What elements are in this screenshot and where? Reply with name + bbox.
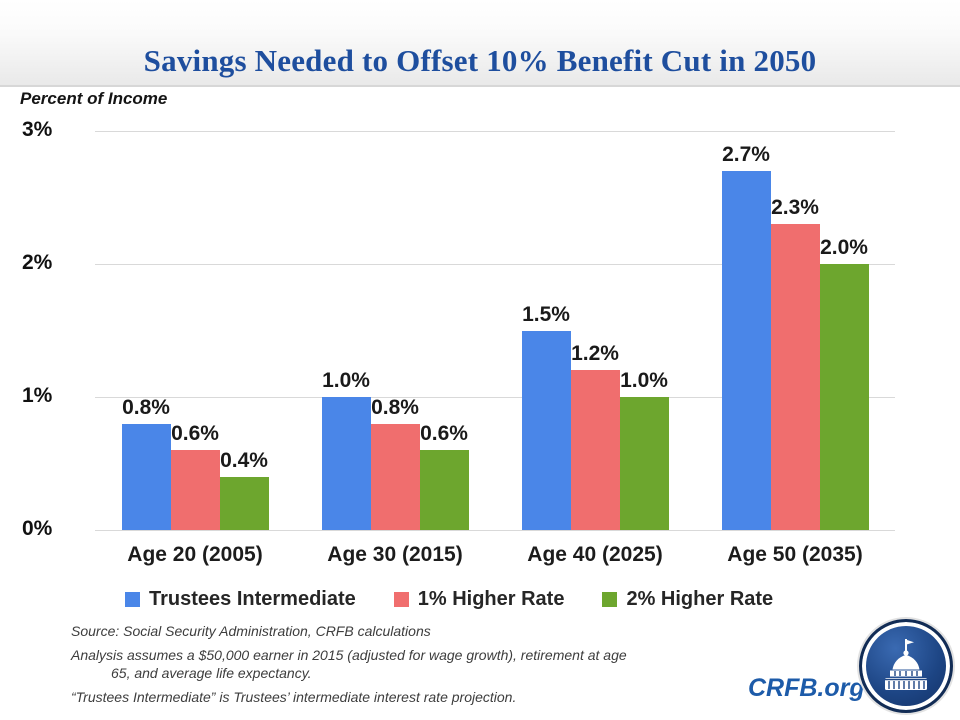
bar: 0.6% xyxy=(170,422,220,530)
legend-label: 1% Higher Rate xyxy=(417,588,565,610)
gridline xyxy=(95,131,895,132)
bar-value-label: 2.3% xyxy=(771,196,819,220)
x-axis-category-label: Age 20 (2005) xyxy=(127,543,263,566)
legend-item: 1% Higher Rate xyxy=(393,588,565,611)
bar-value-label: 0.8% xyxy=(371,395,419,419)
footnotes: Source: Social Security Administration, … xyxy=(71,622,649,712)
bar-group: 1.0% 0.8% 0.6% xyxy=(295,131,495,530)
gridline xyxy=(95,397,895,398)
y-axis-tick-label: 0% xyxy=(22,517,53,540)
x-axis-category-label: Age 50 (2035) xyxy=(727,543,863,566)
bar: 2.7% xyxy=(721,143,771,530)
legend-item: 2% Higher Rate xyxy=(602,588,773,611)
bar: 0.6% xyxy=(419,422,469,530)
capitol-building-icon xyxy=(859,619,953,713)
legend-color-swatch xyxy=(602,592,618,607)
bar-value-label: 1.0% xyxy=(322,369,370,392)
bar-value-label: 1.5% xyxy=(522,302,570,326)
bar-value-label: 2.0% xyxy=(820,236,868,259)
y-axis-title: Percent of Income xyxy=(20,89,168,108)
gridline xyxy=(95,264,895,265)
gridline xyxy=(95,530,895,531)
footnote: “Trustees Intermediate” is Trustees’ int… xyxy=(71,689,517,705)
legend-item: Trustees Intermediate xyxy=(125,588,356,611)
bar: 0.4% xyxy=(219,449,269,530)
legend-color-swatch xyxy=(393,592,409,607)
bar-group: 0.8% 0.6% 0.4% xyxy=(95,131,295,530)
bar: 0.8% xyxy=(121,396,171,530)
chart-legend: Trustees Intermediate 1% Higher Rate 2% Hi… xyxy=(125,588,773,611)
legend-label: 2% Higher Rate xyxy=(626,588,774,610)
bar-value-label: 1.2% xyxy=(571,342,619,366)
chart-title: Savings Needed to Offset 10% Benefit Cut… xyxy=(143,43,817,78)
bar: 1.5% xyxy=(521,303,571,530)
footnote: Analysis assumes a $50,000 earner in 201… xyxy=(71,647,627,681)
bar-value-label: 2.7% xyxy=(722,142,770,166)
crfb-wordmark: CRFB.org xyxy=(748,674,865,702)
bar-value-label: 1.0% xyxy=(620,369,668,392)
bar-value-label: 0.4% xyxy=(220,448,268,472)
bar-value-label: 0.6% xyxy=(171,422,219,446)
x-axis-category-label: Age 30 (2015) xyxy=(327,543,463,566)
bar-value-label: 0.8% xyxy=(122,395,170,419)
bar-group: 1.5% 1.2% 1.0% xyxy=(495,131,695,530)
y-axis-tick-label: 3% xyxy=(22,118,53,141)
footnote: Source: Social Security Administration, … xyxy=(71,623,431,639)
y-axis-tick-label: 1% xyxy=(22,384,53,407)
legend-label: Trustees Intermediate xyxy=(149,588,356,610)
plot-area: 0.8% 0.6% 0.4% 1.0% 0.8% 0.6% 1.5% 1.2% 1.0% 2.7%… xyxy=(95,131,895,531)
chart-header: Savings Needed to Offset 10% Benefit Cut… xyxy=(0,0,960,87)
bar: 0.8% xyxy=(370,396,420,530)
bar: 2.0% xyxy=(819,236,869,530)
bar: 1.0% xyxy=(619,369,669,530)
bar-value-label: 0.6% xyxy=(420,422,468,446)
bar: 2.3% xyxy=(770,196,820,530)
bar-group: 2.7% 2.3% 2.0% xyxy=(695,131,895,530)
x-axis-category-label: Age 40 (2025) xyxy=(527,543,663,566)
bar: 1.0% xyxy=(321,369,371,530)
y-axis-tick-label: 2% xyxy=(22,251,53,274)
bar: 1.2% xyxy=(570,342,620,530)
legend-color-swatch xyxy=(125,592,140,607)
